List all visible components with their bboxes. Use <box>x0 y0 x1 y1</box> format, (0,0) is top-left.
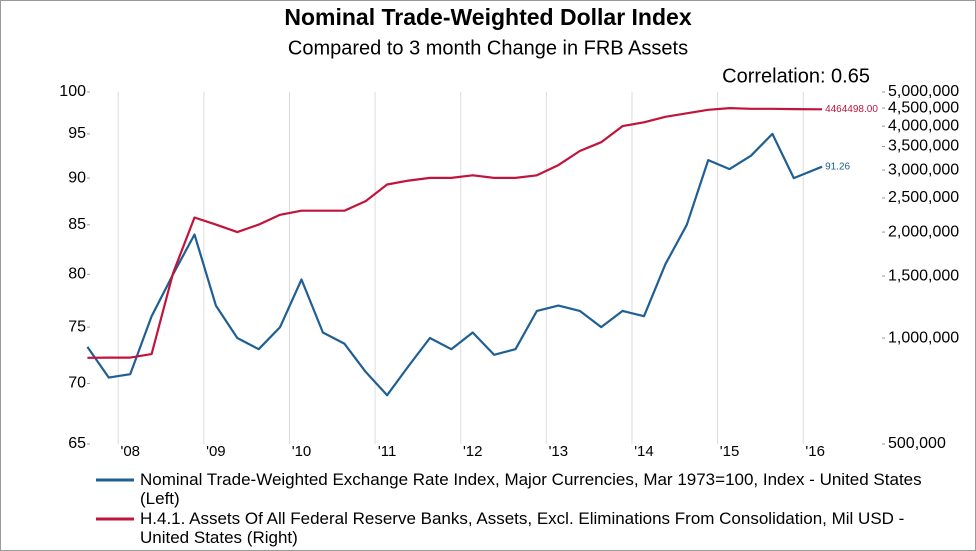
series-line <box>87 107 823 359</box>
chart-title: Nominal Trade-Weighted Dollar Index <box>284 4 691 30</box>
y2-tick-label: 500,000 <box>888 435 946 452</box>
y-tick-label: 70 <box>68 375 86 392</box>
y2-tick-label: 1,000,000 <box>888 329 959 346</box>
end-label: 4464498.00 <box>825 104 878 115</box>
y2-tick-label: 2,500,000 <box>888 189 959 206</box>
y-tick-label: 90 <box>68 169 86 186</box>
x-tick-label: '08 <box>120 443 140 460</box>
x-tick-label: '13 <box>549 443 569 460</box>
y-tick-label: 85 <box>68 216 86 233</box>
legend: Nominal Trade-Weighted Exchange Rate Ind… <box>96 470 926 548</box>
chart: Nominal Trade-Weighted Dollar Index Comp… <box>59 4 959 460</box>
y2-tick-label: 4,500,000 <box>888 99 959 116</box>
y-tick-label: 80 <box>68 266 86 283</box>
annotation: Correlation: 0.65 <box>722 65 870 87</box>
y2-tick-label: 1,500,000 <box>888 267 959 284</box>
x-tick-label: '12 <box>463 443 483 460</box>
legend-swatch <box>96 517 134 521</box>
y-tick-label: 100 <box>59 83 86 100</box>
legend-swatch <box>96 478 134 482</box>
x-tick-label: '16 <box>805 443 825 460</box>
legend-entry: Nominal Trade-Weighted Exchange Rate Ind… <box>96 470 926 508</box>
y2-tick-label: 2,000,000 <box>888 223 959 240</box>
y2-tick-label: 5,000,000 <box>888 83 959 100</box>
x-tick-label: '10 <box>292 443 312 460</box>
y-tick-label: 75 <box>68 318 86 335</box>
x-tick-label: '14 <box>634 443 654 460</box>
y2-tick-label: 4,000,000 <box>888 117 959 134</box>
end-label: 91.26 <box>825 161 850 172</box>
y-tick-label: 65 <box>68 435 86 452</box>
series-line <box>86 132 823 397</box>
legend-label: H.4.1. Assets Of All Federal Reserve Ban… <box>140 509 905 547</box>
y2-tick-label: 3,000,000 <box>888 161 959 178</box>
y2-tick-label: 3,500,000 <box>888 138 959 155</box>
legend-label: Nominal Trade-Weighted Exchange Rate Ind… <box>140 470 922 508</box>
y-tick-label: 95 <box>68 125 86 142</box>
x-tick-label: '15 <box>720 443 740 460</box>
x-tick-label: '11 <box>378 443 396 460</box>
x-tick-label: '09 <box>206 443 226 460</box>
legend-entry: H.4.1. Assets Of All Federal Reserve Ban… <box>96 509 926 547</box>
chart-subtitle: Compared to 3 month Change in FRB Assets <box>288 37 688 59</box>
